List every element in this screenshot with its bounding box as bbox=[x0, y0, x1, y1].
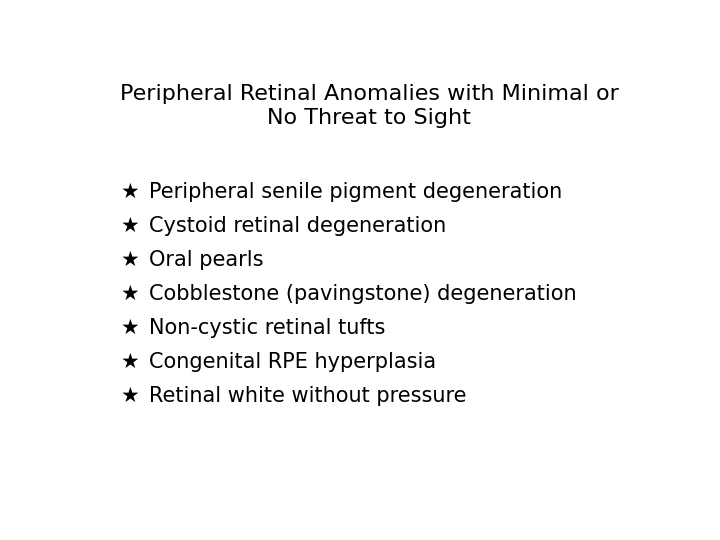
Text: Peripheral Retinal Anomalies with Minimal or
No Threat to Sight: Peripheral Retinal Anomalies with Minima… bbox=[120, 84, 618, 127]
Text: Oral pearls: Oral pearls bbox=[148, 250, 263, 270]
Text: Retinal white without pressure: Retinal white without pressure bbox=[148, 386, 466, 406]
Text: ★: ★ bbox=[121, 215, 140, 236]
Text: ★: ★ bbox=[121, 386, 140, 406]
Text: ★: ★ bbox=[121, 352, 140, 372]
Text: ★: ★ bbox=[121, 284, 140, 304]
Text: ★: ★ bbox=[121, 181, 140, 201]
Text: ★: ★ bbox=[121, 318, 140, 338]
Text: ★: ★ bbox=[121, 250, 140, 270]
Text: Non-cystic retinal tufts: Non-cystic retinal tufts bbox=[148, 318, 385, 338]
Text: Congenital RPE hyperplasia: Congenital RPE hyperplasia bbox=[148, 352, 436, 372]
Text: Cystoid retinal degeneration: Cystoid retinal degeneration bbox=[148, 215, 446, 236]
Text: Cobblestone (pavingstone) degeneration: Cobblestone (pavingstone) degeneration bbox=[148, 284, 576, 304]
Text: Peripheral senile pigment degeneration: Peripheral senile pigment degeneration bbox=[148, 181, 562, 201]
